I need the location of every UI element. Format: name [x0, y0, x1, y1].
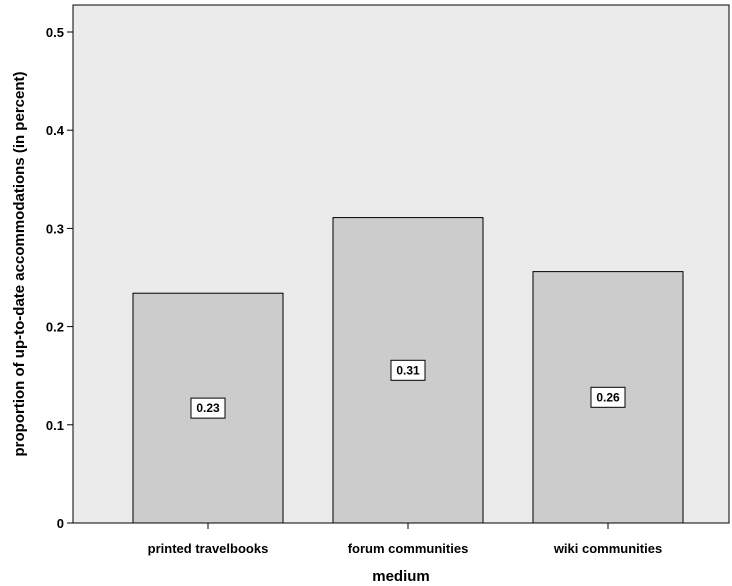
data-label: 0.23 — [196, 401, 220, 415]
x-tick-label: forum communities — [348, 541, 469, 556]
data-label-box — [190, 397, 226, 419]
data-label-box — [590, 386, 626, 408]
data-label: 0.31 — [396, 363, 420, 377]
x-tick-label: printed travelbooks — [148, 541, 269, 556]
y-tick-label: 0.2 — [46, 320, 64, 335]
y-tick-label: 0.1 — [46, 418, 64, 433]
x-tick-label: wiki communities — [553, 541, 662, 556]
x-axis: printed travelbooks forum communities wiki… — [148, 523, 662, 556]
bars: 0.23 0.31 0.26 — [132, 217, 684, 524]
data-label: 0.26 — [596, 390, 620, 404]
y-axis: 0 0.1 0.2 0.3 0.4 0.5 — [46, 25, 73, 531]
y-tick-label: 0.3 — [46, 221, 64, 236]
y-tick-label: 0 — [57, 516, 64, 531]
y-axis-title: proportion of up-to-date accommodations … — [11, 72, 28, 457]
y-tick-label: 0.5 — [46, 25, 64, 40]
y-tick-label: 0.4 — [46, 123, 65, 138]
data-label-box — [390, 359, 426, 381]
x-axis-title: medium — [372, 568, 430, 585]
